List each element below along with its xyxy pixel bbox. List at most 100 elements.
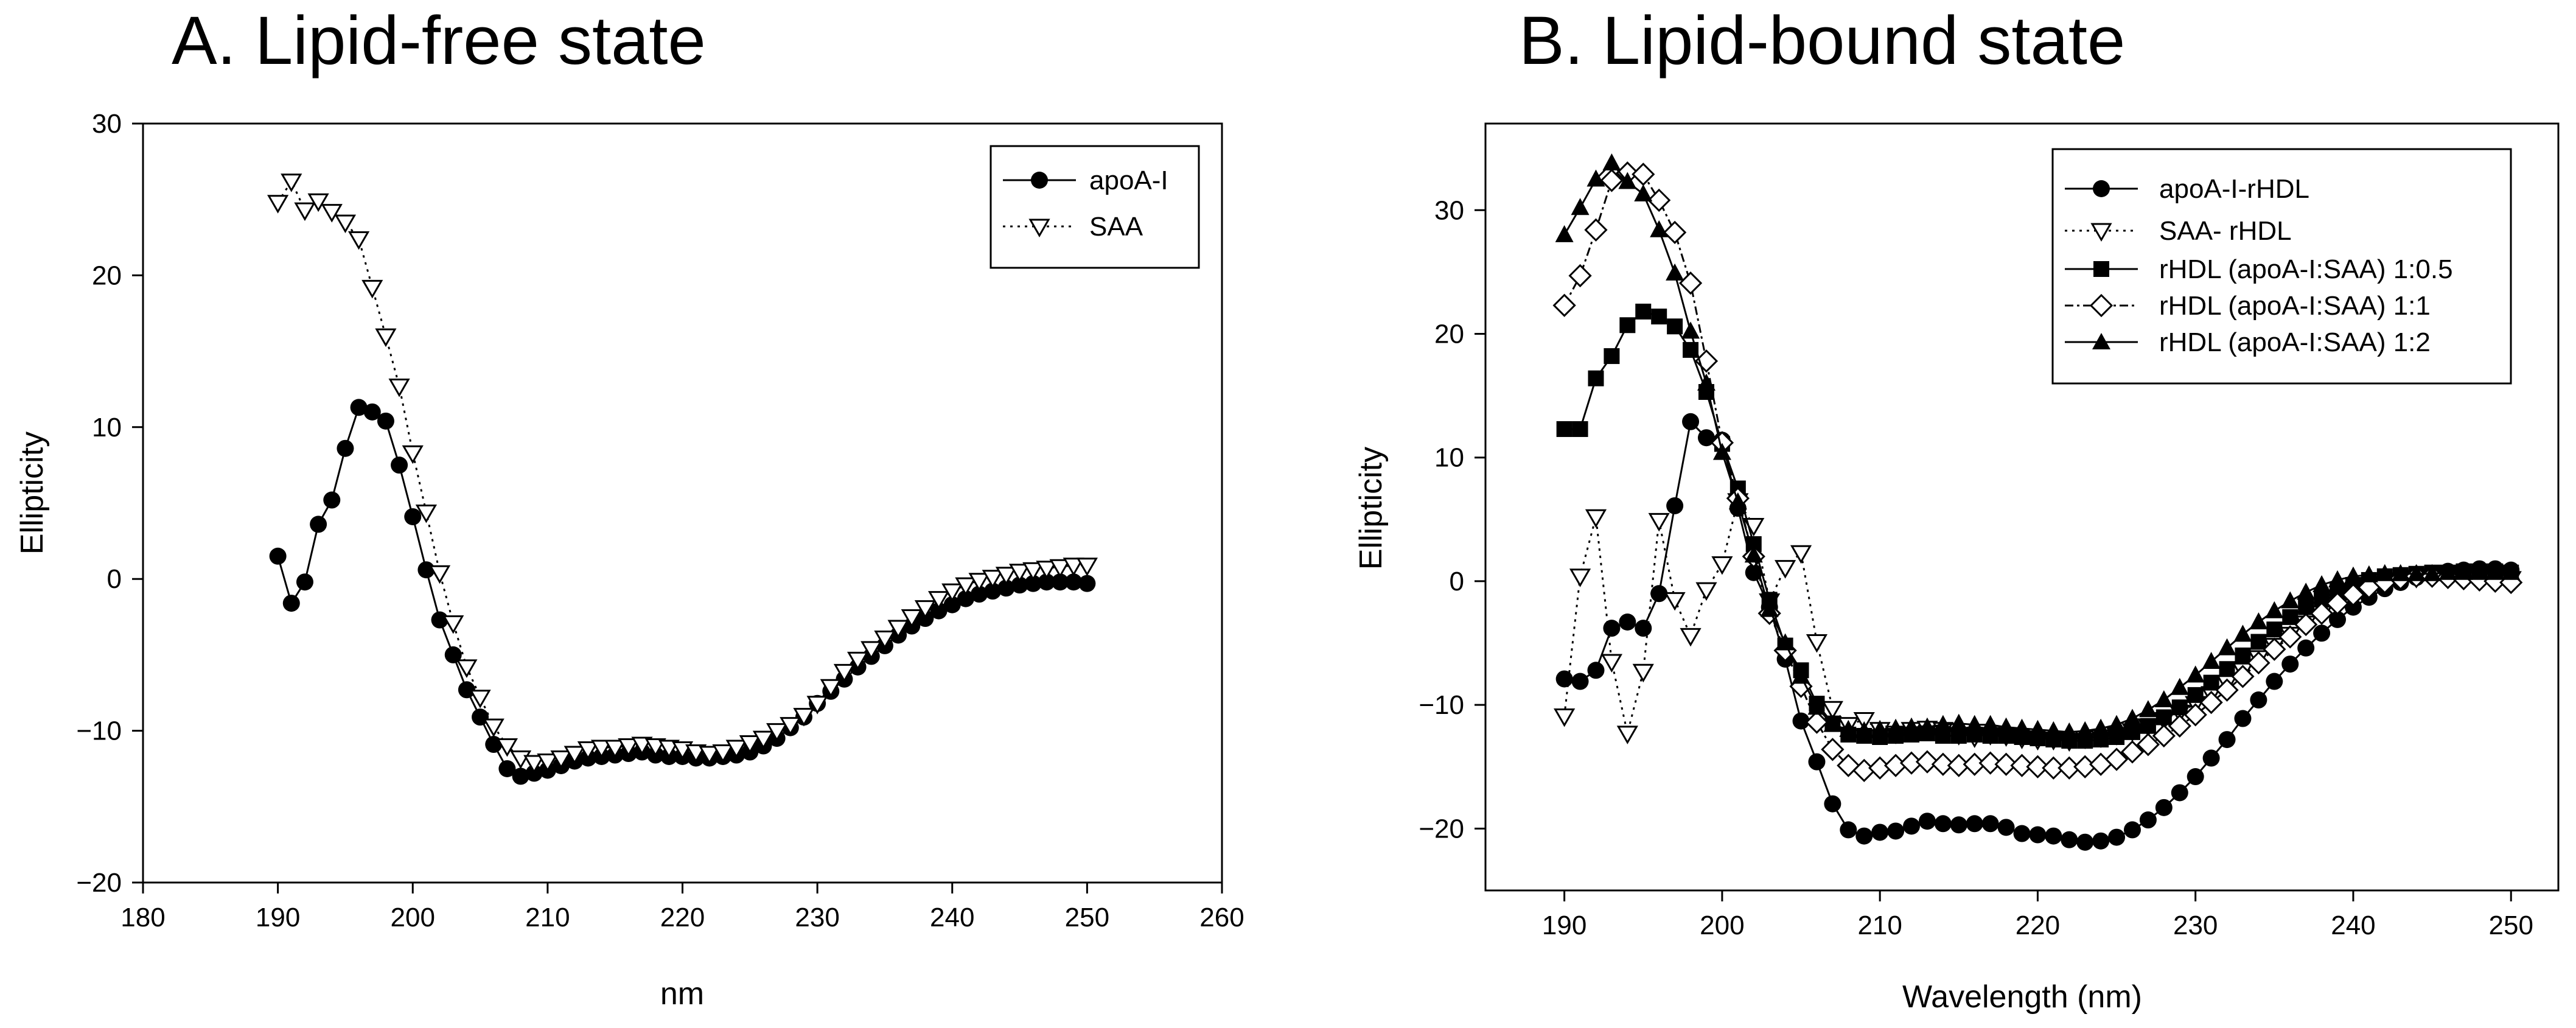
panel-b-y-tick-label: 0 [1450, 567, 1464, 596]
data-point-apoa-i-rhdl [1840, 821, 1857, 839]
data-point-rhdl-apoa-i-saa-1-2 [1855, 721, 1874, 738]
data-point-saa [820, 679, 842, 698]
data-point-saa [428, 565, 451, 584]
series-saa-rhdl [1554, 493, 2522, 752]
data-point-saa [483, 718, 504, 738]
data-point-apoa-i [269, 547, 287, 565]
data-point-rhdl-apoa-i-saa-1-0-5 [2155, 709, 2172, 726]
data-point-rhdl-apoa-i-saa-1-0-5 [1572, 421, 1588, 437]
data-point-apoa-i [1052, 573, 1069, 591]
data-point-rhdl-apoa-i-saa-1-2 [2502, 562, 2521, 580]
data-point-rhdl-apoa-i-saa-1-2 [2202, 652, 2221, 670]
data-point-rhdl-apoa-i-saa-1-2 [2060, 722, 2079, 740]
data-point-rhdl-apoa-i-saa-1-0-5 [1635, 303, 1652, 320]
data-point-rhdl-apoa-i-saa-1-2 [2359, 565, 2378, 582]
data-point-rhdl-apoa-i-saa-1-2 [1760, 600, 1779, 617]
data-point-apoa-i [971, 586, 988, 603]
data-point-saa [901, 609, 923, 628]
data-point-saa [456, 659, 478, 678]
data-point-saa [523, 755, 545, 774]
data-point-rhdl-apoa-i-saa-1-2 [2328, 570, 2347, 587]
data-point-saa [739, 735, 761, 754]
data-point-apoa-i-rhdl [2313, 624, 2331, 642]
data-point-apoa-i [1011, 576, 1028, 594]
panel-a-legend-box [990, 145, 1200, 269]
data-point-saa [618, 738, 640, 757]
data-point-apoa-i-rhdl [2202, 749, 2220, 767]
data-point-saa [941, 583, 963, 603]
data-point-apoa-i-rhdl [2250, 691, 2267, 709]
panel-a-ticks: 180 190 200 210 220 230 240 250 260 −20 −10 0 10 20 30 [76, 109, 1244, 932]
data-point-rhdl-apoa-i-saa-1-2 [1807, 698, 1826, 715]
data-point-saa [712, 744, 734, 763]
data-point-rhdl-apoa-i-saa-1-2 [1902, 717, 1921, 735]
panel-a-x-tick-label: 200 [391, 903, 435, 932]
data-point-rhdl-apoa-i-saa-1-2 [2265, 601, 2284, 618]
data-point-apoa-i [377, 412, 394, 430]
panel-a-x-tick-label: 180 [120, 903, 165, 932]
data-point-rhdl-apoa-i-saa-1-2 [2391, 564, 2410, 581]
data-point-saa-rhdl [1600, 654, 1623, 673]
data-point-apoa-i-rhdl [1650, 585, 1668, 603]
data-point-saa [914, 600, 937, 619]
data-point-rhdl-apoa-i-saa-1-1 [1805, 710, 1829, 734]
data-point-rhdl-apoa-i-saa-1-2 [1634, 184, 1653, 201]
panel-a-xlabel: nm [660, 976, 704, 1012]
data-point-saa [1076, 558, 1098, 576]
series-saa [267, 173, 1098, 774]
data-point-apoa-i-rhdl [2155, 799, 2173, 816]
data-point-apoa-i [1024, 575, 1042, 592]
data-point-rhdl-apoa-i-saa-1-1 [1600, 169, 1624, 192]
data-point-rhdl-apoa-i-saa-1-0-5 [2203, 674, 2219, 691]
data-point-apoa-i-rhdl [1903, 817, 1921, 835]
data-point-saa [604, 740, 626, 759]
data-point-rhdl-apoa-i-saa-1-1 [2026, 755, 2050, 778]
legend-label-apoa-i-rhdl: apoA-I-rHDL [2159, 174, 2309, 204]
data-point-rhdl-apoa-i-saa-1-1 [1994, 752, 2018, 776]
data-point-apoa-i [404, 508, 422, 525]
data-point-rhdl-apoa-i-saa-1-2 [1965, 715, 1984, 732]
panel-a-x-tick-label: 260 [1199, 903, 1244, 932]
data-point-saa [699, 746, 721, 765]
data-point-rhdl-apoa-i-saa-1-0-5 [2250, 634, 2267, 650]
data-point-rhdl-apoa-i-saa-1-2 [1997, 717, 2016, 735]
data-point-rhdl-apoa-i-saa-1-0-5 [2235, 647, 2251, 663]
data-point-apoa-i [310, 516, 327, 533]
data-point-saa-rhdl [1806, 634, 1828, 653]
data-point-apoa-i-rhdl [1871, 823, 1889, 841]
data-point-apoa-i-rhdl [1966, 815, 1983, 833]
panel-b-xlabel: Wavelength (nm) [1902, 979, 2142, 1015]
panel-b: B. Lipid-bound state Ellipticity Wavelen… [1353, 2, 2560, 1015]
data-point-rhdl-apoa-i-saa-1-2 [1618, 172, 1637, 189]
data-point-saa [442, 615, 464, 634]
data-point-apoa-i-rhdl [1666, 497, 1684, 514]
data-point-saa-rhdl [1569, 568, 1591, 587]
legend-label-apoa-i: apoA-I [1089, 166, 1168, 195]
data-point-apoa-i [444, 646, 462, 663]
panel-a-y-tick-label: −10 [76, 716, 122, 746]
data-point-saa [321, 204, 343, 223]
data-point-rhdl-apoa-i-saa-1-2 [1666, 263, 1684, 281]
data-point-saa-rhdl [1775, 560, 1796, 579]
panel-a-x-tick-label: 220 [660, 903, 705, 932]
data-point-rhdl-apoa-i-saa-1-2 [2454, 562, 2473, 580]
data-point-saa [752, 730, 775, 750]
data-point-rhdl-apoa-i-saa-1-1 [1584, 218, 1608, 242]
legend-label-saa-rhdl: SAA- rHDL [2159, 216, 2292, 246]
data-point-rhdl-apoa-i-saa-1-2 [1918, 717, 1936, 735]
data-point-saa [631, 736, 653, 756]
data-point-rhdl-apoa-i-saa-1-2 [1650, 220, 1669, 237]
data-point-rhdl-apoa-i-saa-1-2 [2218, 638, 2236, 656]
panel-a-y-tick-label: 30 [92, 109, 122, 139]
data-point-saa [361, 279, 383, 299]
legend-marker-saa-rhdl [2090, 223, 2112, 242]
data-point-rhdl-apoa-i-saa-1-2 [1586, 169, 1605, 187]
data-point-apoa-i [350, 399, 368, 416]
data-point-rhdl-apoa-i-saa-1-2 [1981, 715, 2000, 732]
data-point-apoa-i-rhdl [2061, 831, 2078, 848]
data-point-saa [968, 573, 990, 592]
data-point-apoa-i-rhdl [1855, 827, 1873, 845]
data-point-saa [644, 738, 666, 757]
series-apoa-i-rhdl [1555, 413, 2520, 851]
